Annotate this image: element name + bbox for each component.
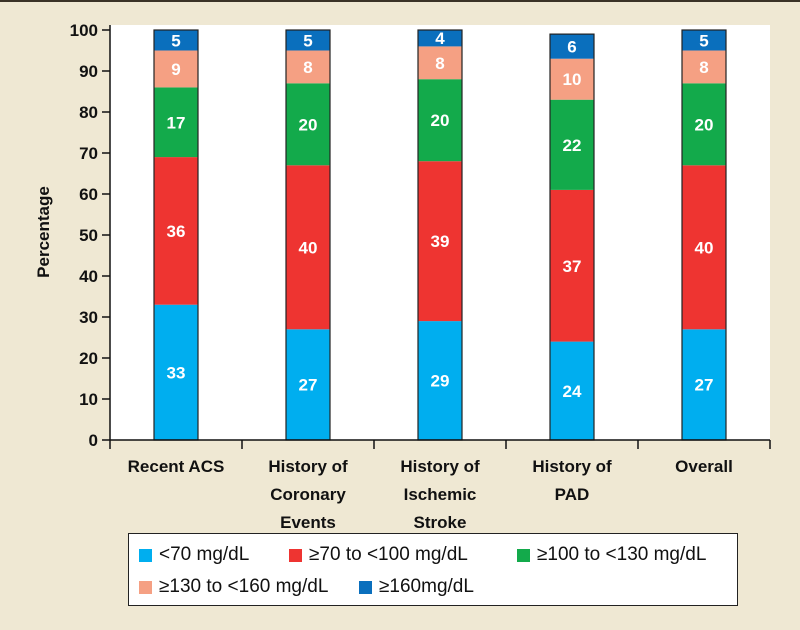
legend-swatch xyxy=(139,548,152,562)
data-label: 22 xyxy=(563,136,582,155)
data-label: 20 xyxy=(431,111,450,130)
legend-item: ≥100 to <130 mg/dL xyxy=(517,544,706,566)
y-tick-label: 50 xyxy=(79,226,98,245)
bar-segment xyxy=(682,165,726,330)
data-label: 6 xyxy=(567,37,576,56)
data-label: 4 xyxy=(435,29,445,48)
y-axis-label: Percentage xyxy=(34,186,53,278)
bar-segment xyxy=(154,30,198,51)
bar-segment xyxy=(550,58,594,100)
legend-swatch xyxy=(517,548,530,562)
y-tick-label: 100 xyxy=(70,21,98,40)
x-tick-label: History of PAD xyxy=(532,457,612,504)
legend-swatch xyxy=(139,580,152,594)
data-label: 40 xyxy=(299,238,318,257)
legend-label: ≥100 to <130 mg/dL xyxy=(537,544,707,565)
bar-segment xyxy=(154,157,198,305)
x-tick-label: History of Coronary Events xyxy=(268,457,348,532)
data-label: 36 xyxy=(167,222,186,241)
data-label: 29 xyxy=(431,372,450,391)
legend-item: ≥70 to <100 mg/dL xyxy=(289,544,468,566)
data-label: 24 xyxy=(563,382,582,401)
bar-segment xyxy=(286,165,330,330)
bar-segment xyxy=(682,329,726,440)
x-tick-label: Recent ACS xyxy=(128,457,225,476)
bar-segment xyxy=(418,161,462,322)
legend-label: ≥130 to <160 mg/dL xyxy=(159,576,329,597)
bar-segment xyxy=(286,83,330,166)
bar-segment xyxy=(418,79,462,162)
bar-segment xyxy=(682,30,726,51)
bar-history-of-coronary-events: 27 40 20 8 5 xyxy=(285,29,331,441)
data-label: 37 xyxy=(563,257,582,276)
y-tick-label: 40 xyxy=(79,267,98,286)
legend-swatch xyxy=(359,580,372,594)
y-tick-label: 30 xyxy=(79,308,98,327)
legend-label: <70 mg/dL xyxy=(159,544,250,565)
data-label: 17 xyxy=(167,113,186,132)
bar-segment xyxy=(286,30,330,51)
bar-segment xyxy=(154,87,198,158)
bar-segment xyxy=(550,341,594,440)
legend-label: ≥70 to <100 mg/dL xyxy=(309,544,468,565)
legend-item: <70 mg/dL xyxy=(139,544,249,566)
bar-segment xyxy=(550,34,594,59)
data-label: 40 xyxy=(695,238,714,257)
data-label: 8 xyxy=(303,58,312,77)
data-label: 20 xyxy=(299,115,318,134)
legend-item: ≥160mg/dL xyxy=(359,576,474,598)
data-label: 8 xyxy=(699,58,708,77)
top-border xyxy=(0,0,800,2)
data-label: 5 xyxy=(303,31,312,50)
bar-segment xyxy=(550,99,594,190)
y-tick-label: 80 xyxy=(79,103,98,122)
bar-segment xyxy=(418,30,462,47)
bar-history-of-pad: 24 37 22 10 6 xyxy=(549,33,595,441)
y-tick-label: 0 xyxy=(89,431,98,450)
bar-segment xyxy=(682,50,726,84)
data-label: 33 xyxy=(167,363,186,382)
legend-swatch xyxy=(289,548,302,562)
bar-segment xyxy=(682,83,726,166)
data-label: 39 xyxy=(431,232,450,251)
y-tick-label: 70 xyxy=(79,144,98,163)
bar-recent-acs: 33 36 17 9 5 xyxy=(153,29,199,441)
y-tick-label: 60 xyxy=(79,185,98,204)
y-tick-label: 10 xyxy=(79,390,98,409)
y-tick-label: 20 xyxy=(79,349,98,368)
bar-history-of-ischemic-stroke: 29 39 20 8 4 xyxy=(417,29,463,441)
bar-segment xyxy=(154,50,198,88)
bar-segment xyxy=(550,189,594,342)
data-label: 8 xyxy=(435,54,444,73)
data-label: 27 xyxy=(299,376,318,395)
data-label: 5 xyxy=(171,31,180,50)
legend: <70 mg/dL ≥70 to <100 mg/dL ≥100 to <130 m… xyxy=(128,533,738,606)
data-label: 20 xyxy=(695,115,714,134)
bar-segment xyxy=(286,50,330,84)
bar-segment xyxy=(286,329,330,440)
x-tick-label: Overall xyxy=(675,457,733,476)
data-label: 9 xyxy=(171,60,180,79)
bar-overall: 27 40 20 8 5 xyxy=(681,29,727,441)
data-label: 5 xyxy=(699,31,708,50)
bar-segment xyxy=(418,46,462,80)
data-label: 10 xyxy=(563,70,582,89)
data-label: 27 xyxy=(695,376,714,395)
x-tick-label: History of Ischemic Stroke xyxy=(400,457,480,532)
bar-segment xyxy=(418,321,462,440)
y-tick-label: 90 xyxy=(79,62,98,81)
legend-item: ≥130 to <160 mg/dL xyxy=(139,576,328,598)
legend-label: ≥160mg/dL xyxy=(379,576,474,597)
bar-segment xyxy=(154,304,198,440)
